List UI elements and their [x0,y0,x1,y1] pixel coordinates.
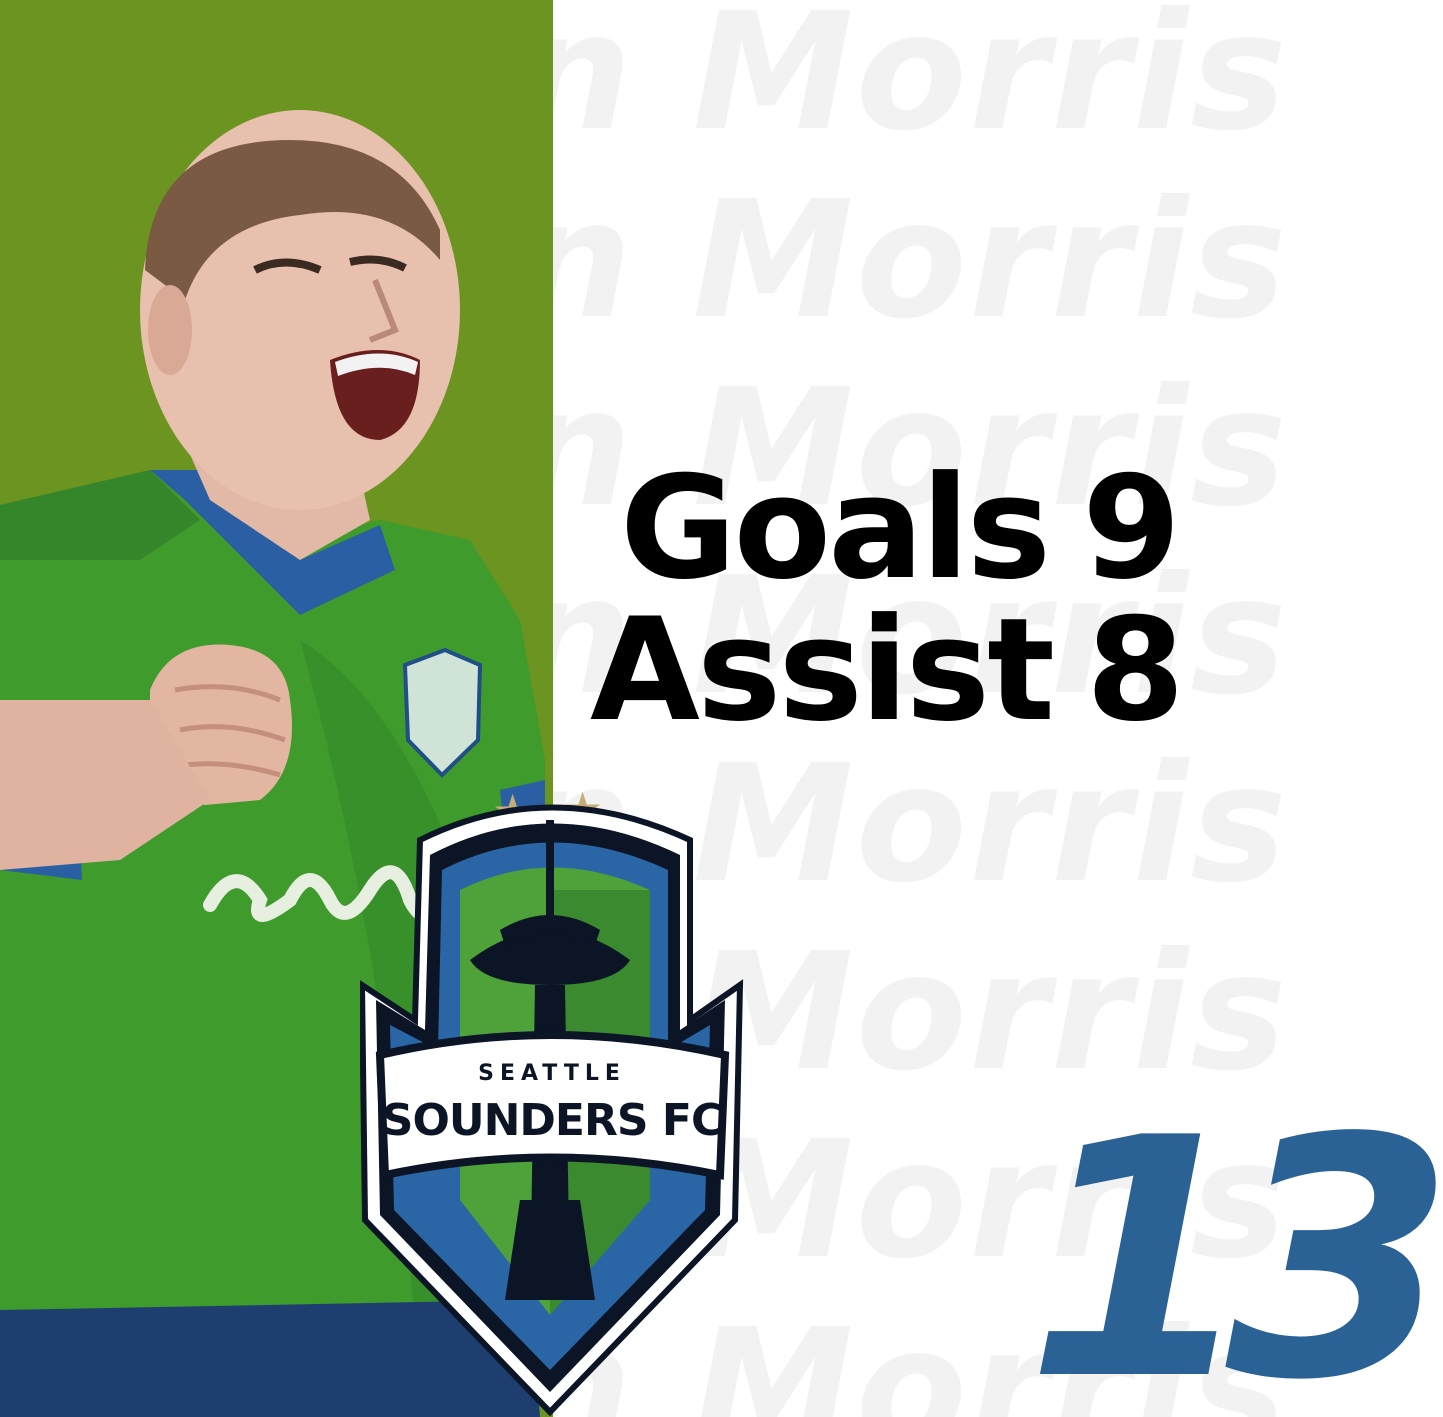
crest-line1: SEATTLE [478,1061,626,1086]
goals-line: Goals 9 [590,458,1410,600]
jersey-number: 13 [1025,1068,1443,1417]
stats-block: Goals 9 Assist 8 [590,458,1410,742]
assist-value: 8 [1086,588,1185,753]
goals-label: Goals [620,446,1051,611]
club-crest: SEATTLE SOUNDERS FC [360,804,744,1417]
goals-value: 9 [1082,446,1181,611]
assist-line: Assist 8 [590,600,1410,742]
assist-label: Assist [590,588,1055,753]
crest-line2: SOUNDERS FC [382,1095,722,1146]
